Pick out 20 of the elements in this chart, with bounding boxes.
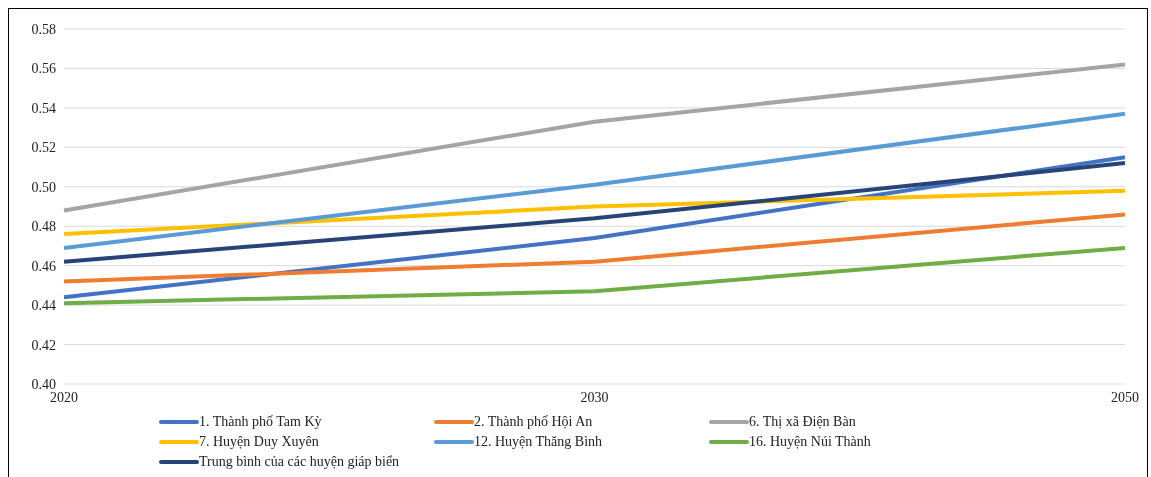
legend-label: 6. Thị xã Điện Bàn [749,414,856,430]
y-tick-label: 0.48 [31,219,56,235]
x-tick-label: 2050 [1111,389,1139,405]
y-tick-label: 0.44 [31,298,56,314]
x-tick-label: 2020 [50,389,78,405]
y-tick-label: 0.42 [31,337,56,353]
legend-label: Trung bình của các huyện giáp biển [199,454,400,470]
y-tick-label: 0.54 [31,100,56,116]
legend-label: 1. Thành phố Tam Kỳ [199,414,322,430]
y-tick-label: 0.46 [31,258,56,274]
legend-label: 7. Huyện Duy Xuyên [199,434,319,450]
x-tick-label: 2030 [580,389,609,405]
y-tick-label: 0.58 [31,21,56,37]
y-tick-label: 0.52 [31,140,56,156]
legend-label: 12. Huyện Thăng Bình [474,434,603,450]
y-tick-label: 0.50 [31,179,56,195]
y-tick-label: 0.56 [31,61,56,77]
legend-label: 2. Thành phố Hội An [474,414,593,430]
legend-label: 16. Huyện Núi Thành [749,434,871,450]
y-tick-label: 0.40 [31,376,56,392]
